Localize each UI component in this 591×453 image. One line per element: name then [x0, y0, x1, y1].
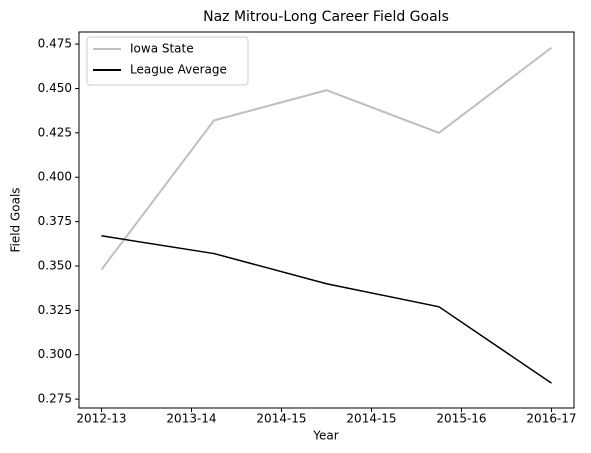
axes-frame: [78, 31, 575, 409]
y-tick-label: 0.375: [38, 214, 72, 228]
y-tick-label: 0.400: [38, 170, 72, 184]
x-tick-label: 2014-15: [256, 412, 306, 426]
line-series: [100, 46, 553, 271]
y-tick-label: 0.275: [38, 392, 72, 406]
x-tick-label: 2012-13: [76, 412, 126, 426]
x-tick-label: 2015-16: [436, 412, 486, 426]
y-tick-label: 0.350: [38, 258, 72, 272]
x-tick-label: 2016-17: [526, 412, 576, 426]
y-tick-label: 0.325: [38, 303, 72, 317]
x-tick-label: 2014-15: [346, 412, 396, 426]
legend-label: Iowa State: [130, 42, 194, 56]
legend-label: League Average: [130, 63, 227, 77]
legend-box: [86, 36, 249, 86]
y-axis-label: Field Goals: [9, 187, 23, 252]
y-tick-label: 0.475: [38, 37, 72, 51]
y-tick-label: 0.450: [38, 81, 72, 95]
y-tick-label: 0.300: [38, 347, 72, 361]
y-tick-label: 0.425: [38, 125, 72, 139]
x-tick-label: 2013-14: [166, 412, 216, 426]
x-axis-label: Year: [312, 429, 338, 443]
chart-title: Naz Mitrou-Long Career Field Goals: [203, 9, 449, 25]
line-series: [101, 235, 552, 384]
